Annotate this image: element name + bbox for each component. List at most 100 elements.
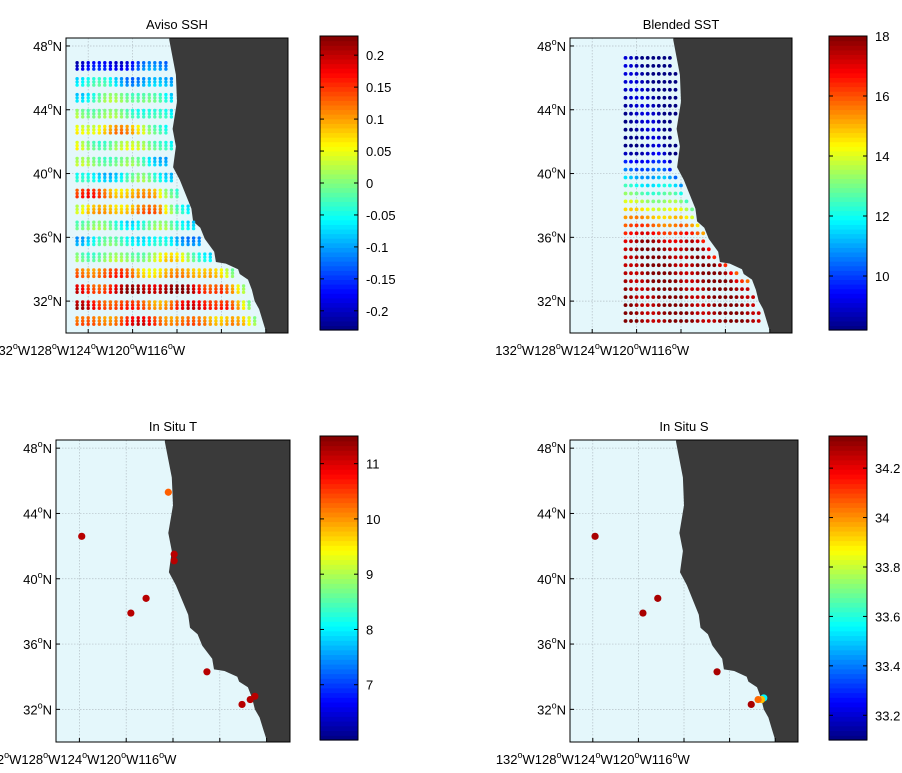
field-point (651, 271, 656, 276)
field-point (651, 143, 656, 148)
field-point (745, 295, 750, 299)
field-point (125, 236, 129, 240)
colorbar-step (320, 141, 358, 147)
field-point (147, 99, 151, 103)
colorbar-step (320, 540, 358, 546)
field-point (81, 108, 85, 113)
field-point (164, 67, 168, 71)
colorbar-step (320, 459, 358, 466)
colorbar-step (320, 735, 358, 741)
field-point (690, 207, 694, 212)
field-point (695, 223, 700, 228)
field-point (651, 279, 656, 284)
field-point (203, 274, 207, 279)
field-point (158, 163, 162, 167)
field-point (130, 274, 135, 279)
field-point (180, 223, 185, 228)
field-point (158, 156, 162, 161)
field-point (147, 115, 151, 119)
field-point (662, 64, 667, 68)
field-point (125, 147, 129, 151)
field-point (679, 271, 683, 276)
field-point (662, 239, 667, 244)
field-point (75, 175, 79, 180)
field-point (247, 303, 251, 307)
field-point (119, 179, 124, 183)
field-point (97, 115, 102, 119)
field-point (103, 236, 107, 240)
field-point (208, 322, 212, 326)
field-point (158, 80, 162, 84)
field-point (690, 263, 694, 268)
field-point (169, 303, 174, 307)
field-point (108, 99, 113, 103)
field-point (662, 191, 667, 196)
field-point (236, 300, 240, 304)
field-point (81, 300, 85, 304)
field-point (75, 159, 79, 164)
field-point (114, 306, 118, 310)
field-point (130, 191, 135, 196)
field-point (75, 319, 79, 323)
field-point (97, 242, 102, 247)
field-point (97, 159, 102, 164)
field-point (130, 255, 135, 259)
field-point (119, 96, 124, 100)
colorbar-step (320, 77, 358, 83)
colorbar-step (829, 49, 867, 55)
field-point (656, 72, 661, 76)
colorbar-tick-label: 33.4 (875, 659, 900, 674)
field-point (153, 220, 157, 224)
field-point (81, 61, 85, 65)
field-point (679, 215, 683, 220)
field-point (729, 271, 733, 276)
field-point (175, 271, 179, 275)
field-point (75, 322, 79, 326)
field-point (186, 255, 190, 259)
field-point (197, 290, 201, 294)
field-point (656, 199, 661, 204)
field-point (81, 316, 85, 320)
field-point (103, 115, 107, 119)
field-point (92, 195, 96, 199)
field-point (136, 195, 140, 199)
field-point (158, 204, 162, 208)
field-point (86, 188, 90, 192)
field-point (186, 204, 190, 208)
field-point (690, 311, 694, 315)
field-point (125, 287, 129, 291)
field-point (236, 319, 240, 323)
colorbar-step (320, 516, 358, 523)
field-point (175, 268, 179, 272)
field-point (679, 199, 683, 204)
colorbar-step (320, 201, 358, 207)
field-point (623, 191, 628, 196)
field-point (169, 143, 174, 148)
field-point (219, 287, 224, 291)
field-point (734, 287, 739, 291)
field-point (164, 236, 168, 240)
field-point (125, 115, 129, 119)
field-point (219, 303, 224, 307)
field-point (701, 255, 706, 260)
field-point (662, 255, 667, 260)
field-point (651, 80, 656, 84)
field-point (108, 163, 113, 167)
field-point (119, 303, 124, 307)
field-point (668, 263, 672, 268)
colorbar-step (829, 127, 867, 134)
field-point (142, 159, 146, 164)
field-point (158, 77, 162, 81)
colorbar-step (320, 316, 358, 322)
field-point (673, 183, 678, 188)
field-point (147, 306, 151, 310)
field-point (108, 255, 113, 259)
field-point (623, 303, 628, 307)
field-point (219, 284, 224, 288)
field-point (718, 263, 722, 268)
colorbar-step (829, 132, 867, 138)
field-point (92, 258, 96, 263)
field-point (158, 188, 162, 192)
colorbar-step (829, 311, 867, 317)
colorbar-step (320, 483, 358, 489)
